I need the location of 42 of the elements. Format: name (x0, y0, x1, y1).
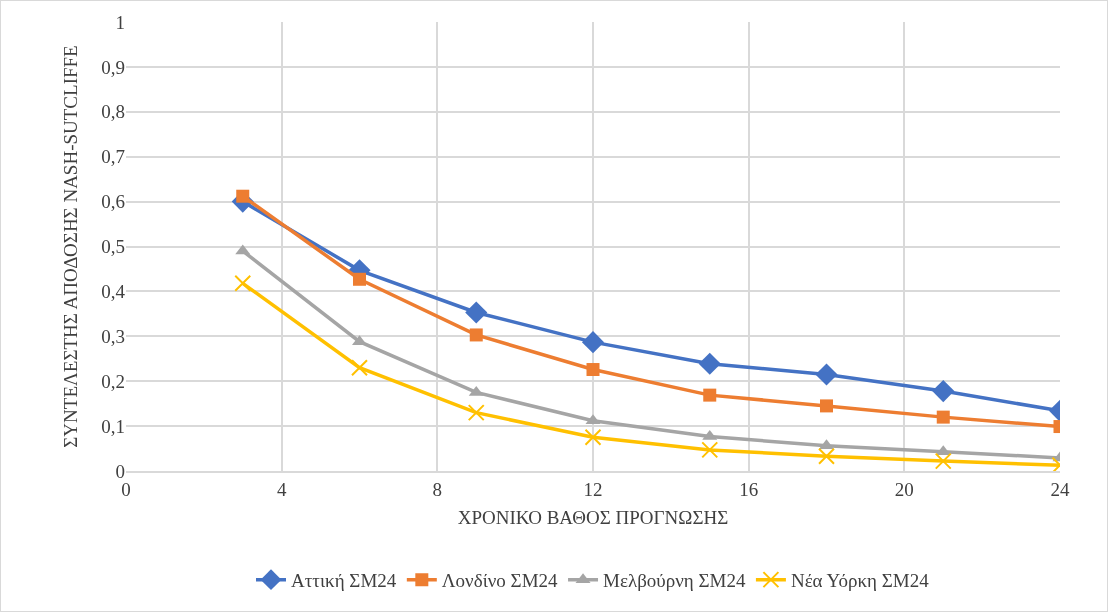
y-tick-label: 0,5 (101, 236, 125, 258)
x-tick-label: 4 (276, 478, 287, 500)
point (353, 272, 366, 286)
point (586, 363, 600, 377)
point (236, 189, 250, 203)
point (467, 404, 485, 422)
x-tick-label: 12 (583, 478, 603, 500)
x-tick-label: 8 (432, 478, 443, 500)
x-axis-title: ΧΡΟΝΙΚΟ ΒΑΘΟΣ ΠΡΟΓΝΩΣΗΣ (457, 506, 729, 528)
point (584, 428, 602, 446)
legend-label: Λονδίνο ΣΜ24 (441, 570, 559, 592)
point (465, 301, 488, 324)
y-tick-label: 0,8 (101, 101, 125, 123)
point (469, 328, 483, 342)
legend-label: Μελβούρνη ΣΜ24 (603, 570, 746, 592)
y-tick-label: 0,3 (101, 325, 125, 347)
y-tick-label: 0,1 (101, 415, 125, 437)
point (815, 363, 838, 386)
y-tick-label: 0,2 (101, 370, 125, 392)
point (932, 380, 955, 403)
x-tick-label: 20 (894, 478, 914, 500)
point (820, 399, 833, 413)
y-axis-title: ΣΥΝΤΕΛΕΣΤΗΣ ΑΠΟΔΟΣΗΣ NASH-SUTCLIFFE (60, 45, 82, 448)
point (581, 331, 605, 354)
point (351, 359, 368, 377)
x-tick-label: 24 (1050, 478, 1070, 500)
y-tick-label: 0,9 (101, 56, 125, 78)
legend-label: Νέα Υόρκη ΣΜ24 (790, 570, 930, 592)
y-tick-label: 0,6 (101, 191, 125, 213)
point (698, 352, 721, 375)
legend-label: Αττική ΣΜ24 (291, 570, 397, 592)
y-tick-label: 0,7 (101, 146, 125, 168)
y-tick-label: 0,4 (101, 281, 126, 303)
point (934, 452, 952, 470)
point (818, 447, 835, 465)
y-tick-label: 0 (115, 460, 125, 482)
x-tick-label: 16 (739, 478, 759, 500)
point (936, 410, 950, 424)
point (701, 441, 719, 459)
y-tick-label: 1 (115, 11, 125, 33)
point (703, 388, 717, 402)
point (234, 274, 252, 292)
